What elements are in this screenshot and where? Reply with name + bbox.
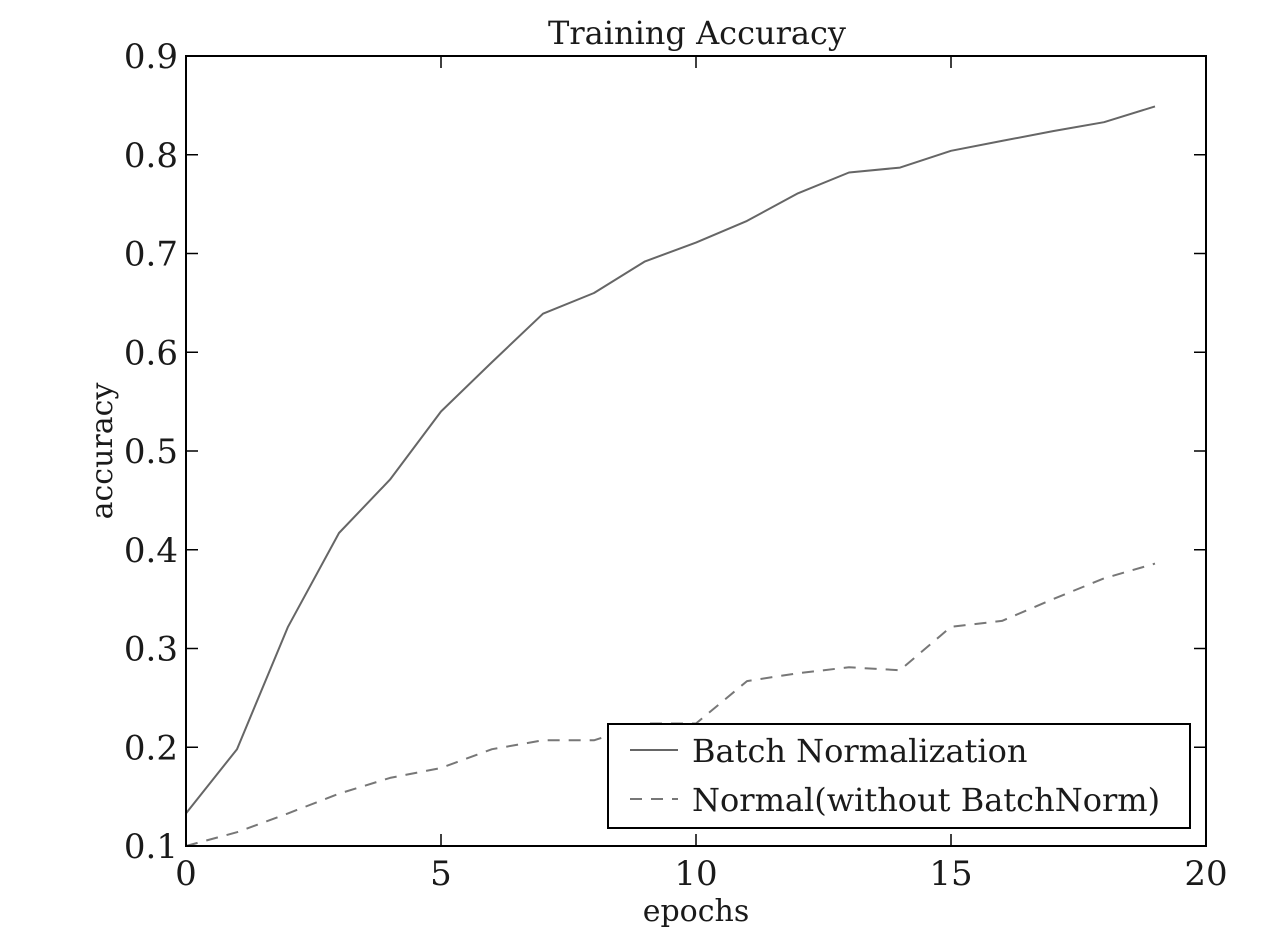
y-tick-label: 0.5 bbox=[124, 432, 178, 472]
tick-layer: 0 5 10 15 20 0.1 0.2 0.3 0.4 0.5 0.6 0.7 0.8 0.9 bbox=[124, 37, 1228, 894]
y-axis-label: accuracy bbox=[85, 383, 120, 520]
y-tick-label: 0.7 bbox=[124, 235, 178, 275]
y-tick-label: 0.4 bbox=[124, 531, 178, 571]
series-layer bbox=[185, 105, 1156, 847]
y-tick-label: 0.2 bbox=[124, 728, 178, 768]
x-tick-label: 15 bbox=[929, 854, 972, 894]
chart-title: Training Accuracy bbox=[548, 14, 846, 52]
legend-box bbox=[607, 723, 1191, 829]
legend-label-batch-normalization: Batch Normalization bbox=[692, 732, 1028, 770]
legend-label-normal-without-batchnorm: Normal(without BatchNorm) bbox=[692, 781, 1160, 819]
y-tick-label: 0.8 bbox=[124, 136, 178, 176]
x-tick-label: 0 bbox=[175, 854, 197, 894]
x-tick-label: 5 bbox=[430, 854, 452, 894]
y-tick-label: 0.1 bbox=[124, 827, 178, 867]
y-tick-label: 0.3 bbox=[124, 630, 178, 670]
series-line-batch-normalization bbox=[185, 105, 1156, 815]
series-line-normal-without-batchnorm bbox=[185, 562, 1156, 847]
y-tick-label: 0.6 bbox=[124, 333, 178, 373]
y-tick-label: 0.9 bbox=[124, 37, 178, 77]
x-axis-label: epochs bbox=[643, 894, 750, 929]
x-tick-label: 20 bbox=[1184, 854, 1227, 894]
legend: Batch Normalization Normal(without Batch… bbox=[607, 723, 1191, 829]
x-tick-label: 10 bbox=[674, 854, 717, 894]
